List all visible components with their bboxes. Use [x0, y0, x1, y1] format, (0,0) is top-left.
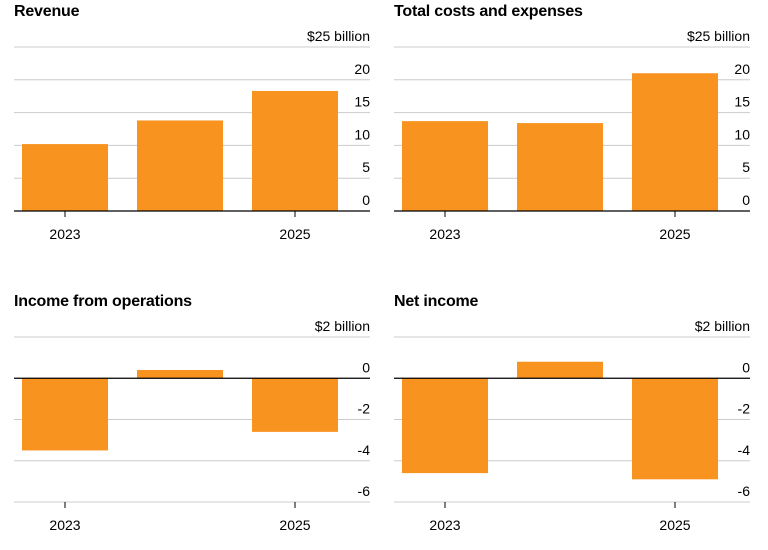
- y-tick-label: $2 billion: [695, 318, 750, 334]
- income-from-operations-chart: Income from operations $2 billion 0 -2 -4 -6…: [14, 290, 374, 550]
- y-tick-label: $25 billion: [307, 28, 370, 44]
- income-from-operations-plot: $2 billion 0 -2 -4 -6 2023 2025: [14, 318, 371, 533]
- y-tick-label: 20: [734, 61, 750, 77]
- y-tick-label: 0: [742, 359, 750, 375]
- total-costs-chart: Total costs and expenses $25 billion 20 15…: [394, 0, 754, 260]
- y-tick-label: -4: [358, 442, 371, 458]
- x-tick-label: 2023: [429, 517, 460, 533]
- bar-2023: [22, 144, 108, 211]
- net-income-plot: $2 billion 0 -2 -4 -6 2023 2025: [394, 318, 751, 533]
- y-tick-label: -6: [738, 483, 751, 499]
- y-tick-label: 15: [734, 94, 750, 110]
- y-tick-label: 15: [354, 94, 370, 110]
- y-tick-label: 5: [742, 159, 750, 175]
- y-tick-label: 0: [742, 192, 750, 208]
- y-tick-label: -4: [738, 442, 751, 458]
- net-income-chart: Net income $2 billion 0 -2 -4 -6 2023 2025: [394, 290, 754, 550]
- y-tick-label: $2 billion: [315, 318, 370, 334]
- x-tick-label: 2023: [429, 226, 460, 242]
- x-tick-label: 2025: [279, 517, 310, 533]
- bar-2023: [22, 378, 108, 451]
- bar-2025: [252, 90, 338, 211]
- chart-title: Net income: [394, 293, 479, 310]
- total-costs-plot: $25 billion 20 15 10 5 0 2023 2025: [394, 28, 750, 242]
- y-tick-label: 5: [362, 159, 370, 175]
- y-tick-label: 10: [354, 126, 370, 142]
- chart-title: Total costs and expenses: [394, 3, 583, 20]
- revenue-plot: $25 billion 20 15 10 5 0 2023 2025: [14, 28, 370, 242]
- bar-2025: [632, 378, 718, 480]
- y-tick-label: 10: [734, 126, 750, 142]
- bar-2023: [402, 378, 488, 474]
- y-tick-label: 0: [362, 192, 370, 208]
- x-tick-label: 2025: [659, 226, 690, 242]
- y-tick-label: $25 billion: [687, 28, 750, 44]
- y-tick-label: -6: [358, 483, 371, 499]
- y-tick-label: 20: [354, 61, 370, 77]
- bar-2024: [517, 123, 603, 211]
- bar-2024: [137, 370, 223, 379]
- bar-2025: [252, 378, 338, 432]
- x-tick-label: 2025: [279, 226, 310, 242]
- bar-2025: [632, 73, 718, 212]
- chart-title: Income from operations: [14, 293, 192, 310]
- y-tick-label: -2: [738, 401, 751, 417]
- y-tick-label: 0: [362, 359, 370, 375]
- bar-2024: [517, 361, 603, 379]
- bar-2024: [137, 120, 223, 211]
- x-tick-label: 2023: [49, 226, 80, 242]
- y-tick-label: -2: [358, 401, 371, 417]
- x-tick-label: 2025: [659, 517, 690, 533]
- chart-title: Revenue: [14, 3, 80, 20]
- revenue-chart: Revenue $25 billion 20 15 10 5 0 2023 2025: [14, 0, 374, 260]
- x-tick-label: 2023: [49, 517, 80, 533]
- bar-2023: [402, 121, 488, 211]
